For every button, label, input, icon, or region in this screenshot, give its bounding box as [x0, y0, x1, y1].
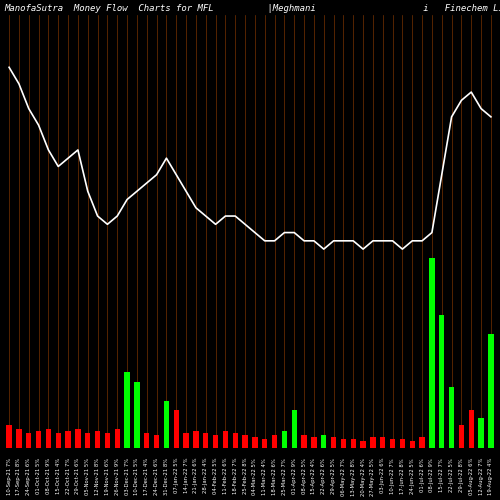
Bar: [242, 435, 248, 448]
Bar: [124, 372, 130, 448]
Bar: [16, 429, 22, 448]
Bar: [410, 440, 415, 448]
Bar: [262, 438, 268, 448]
Bar: [420, 437, 425, 448]
Bar: [46, 429, 51, 448]
Bar: [222, 431, 228, 448]
Bar: [95, 431, 100, 448]
Bar: [429, 258, 434, 448]
Bar: [6, 426, 12, 448]
Bar: [340, 438, 346, 448]
Bar: [66, 431, 71, 448]
Bar: [213, 435, 218, 448]
Bar: [380, 437, 386, 448]
Bar: [154, 435, 160, 448]
Bar: [449, 388, 454, 448]
Bar: [458, 426, 464, 448]
Bar: [252, 437, 258, 448]
Bar: [174, 410, 179, 448]
Bar: [488, 334, 494, 448]
Bar: [360, 440, 366, 448]
Bar: [134, 382, 140, 448]
Bar: [232, 433, 238, 448]
Bar: [390, 438, 396, 448]
Bar: [144, 433, 150, 448]
Bar: [400, 438, 405, 448]
Bar: [311, 437, 316, 448]
Bar: [56, 433, 61, 448]
Bar: [75, 429, 80, 448]
Bar: [350, 438, 356, 448]
Bar: [321, 435, 326, 448]
Bar: [85, 433, 90, 448]
Bar: [193, 431, 198, 448]
Bar: [370, 437, 376, 448]
Bar: [272, 435, 278, 448]
Bar: [104, 433, 110, 448]
Bar: [164, 400, 169, 448]
Bar: [292, 410, 297, 448]
Bar: [478, 418, 484, 448]
Bar: [302, 435, 307, 448]
Bar: [282, 431, 287, 448]
Bar: [114, 429, 120, 448]
Bar: [203, 433, 208, 448]
Bar: [468, 410, 474, 448]
Bar: [184, 433, 189, 448]
Bar: [26, 433, 32, 448]
Bar: [36, 431, 42, 448]
Text: ManofaSutra  Money Flow  Charts for MFL          |Meghmani                    i : ManofaSutra Money Flow Charts for MFL |M…: [4, 4, 500, 13]
Bar: [439, 315, 444, 448]
Bar: [331, 437, 336, 448]
